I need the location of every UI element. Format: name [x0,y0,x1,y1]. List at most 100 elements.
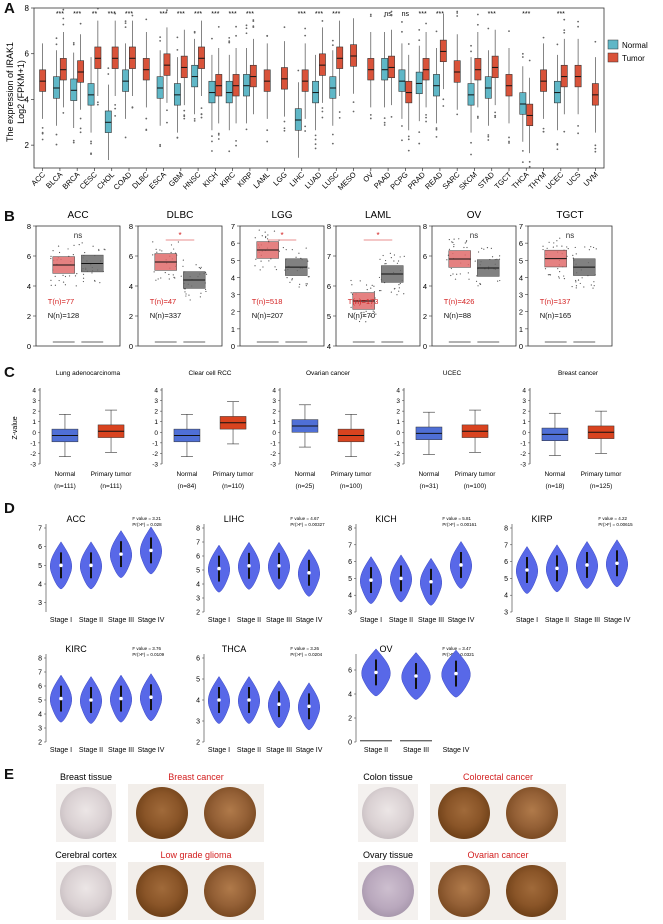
panel-c-ytick-label: 2 [396,409,400,416]
normal-point [199,267,202,270]
panel-b-ytick-label: 8 [327,222,331,231]
normal-point [394,287,396,290]
normal-box [381,58,389,81]
normal-outlier [72,41,75,44]
panel-d-median-dot [247,564,251,568]
panel-c-group-n: (n=111) [100,483,122,490]
normal-point [595,248,597,250]
panel-b-normal-n: N(n)=70 [348,311,375,320]
tumor-point [556,245,558,247]
tumor-point [372,310,374,312]
normal-point [479,283,482,286]
panel-b-ytick-label: 4 [27,282,31,291]
panel-b-ytick-label: 6 [423,252,427,261]
panel-a-xtick-label: UVM [582,170,600,188]
tumor-outlier [528,165,531,168]
tumor-outlier [352,101,355,104]
normal-box [294,108,302,131]
normal-point [98,248,100,251]
panel-d-median-dot [414,674,418,678]
normal-box [53,76,60,99]
panel-b-ytick-label: 6 [327,282,331,291]
normal-outlier [314,134,317,137]
tumor-outlier [114,115,117,117]
panel-d-stage-label: Stage III [574,617,600,624]
tumor-outlier [594,144,597,147]
panel-c-group-label: Normal [418,471,440,478]
panel-b-ytick-label: 0 [519,342,523,351]
normal-point [204,288,207,291]
panel-a-xtick-label: PRAD [406,170,428,192]
tumor-box [350,44,357,67]
tumor-outlier [494,114,497,117]
panel-b-significance: * [280,231,283,240]
panel-a-ytick-label: 8 [25,4,30,13]
panel-b-ytick-label: 8 [129,222,133,231]
tumor-point [558,277,560,279]
tumor-point [278,239,280,241]
tumor-point [361,311,363,314]
tumor-box [180,55,188,79]
panel-a-significance: *** [332,11,340,18]
tumor-outlier [456,15,459,17]
tumor-outlier [252,20,255,22]
normal-outlier [297,69,300,72]
tumor-point [355,318,358,320]
panel-d-median-dot [119,696,123,701]
panel-d-ytick-label: 6 [38,544,42,551]
tumor-point [259,269,261,271]
tumor-point [72,254,74,256]
panel-c-ytick-label: -1 [270,440,276,447]
panel-d-pvalue: Pr(>F) = 0.028 [132,522,162,527]
tumor-point [369,315,371,317]
tumor-point [467,272,469,274]
tumor-point [366,289,368,291]
tumor-outlier [217,132,220,135]
panel-a-significance: *** [125,11,133,18]
panel-d-stage-label: Stage IV [443,747,470,754]
tumor-outlier [321,107,324,109]
tumor-outlier [369,15,372,18]
panel-a-ytick-label: 2 [25,141,30,150]
panel-b-title: LAML [365,210,392,221]
normal-outlier [228,41,231,44]
tumor-point [453,246,455,248]
panel-d-median-dot [525,568,529,572]
tumor-outlier [321,116,324,119]
normal-point [299,283,301,285]
tumor-point [542,248,544,251]
panel-b-ytick-label: 7 [519,222,523,231]
tumor-outlier [594,147,597,150]
tumor-outlier [425,113,427,116]
normal-point [590,246,592,248]
normal-outlier [556,144,559,146]
panel-b-tumor-n: T(n)=47 [150,297,176,306]
panel-c-ytick-label: 4 [154,388,158,395]
normal-point [199,296,201,298]
panel-b-frame [431,225,517,347]
panel-e-cancer-core [506,787,558,839]
panel-c-ytick-label: 1 [522,419,526,426]
tumor-point [450,274,452,277]
tumor-outlier [321,110,324,113]
panel-d-ytick-label: 5 [196,568,200,575]
panel-b-tumor-n: T(n)=173 [348,297,379,306]
tumor-outlier [79,131,82,134]
normal-point [384,263,386,265]
normal-outlier [470,141,472,144]
panel-b-chart: ACC 0 2 4 6 8 ns T(n)=77 N(n)=128 DLBC 0 2 4 6 8 * T(n)=… [27,210,613,351]
panel-d-ytick-label: 8 [504,526,508,533]
tumor-point [168,278,170,280]
panel-c-chart: Z-value Lung adenocarcinoma 4 3 2 1 0 -1 -2 -3 No… [12,370,622,490]
tumor-point [264,236,267,239]
tumor-box [94,46,102,69]
tumor-outlier [542,127,545,130]
normal-point [390,291,392,293]
tumor-box [560,64,568,88]
tumor-outlier [183,114,186,117]
panel-d-stage-label: Stage III [418,617,444,624]
panel-c-group-n: (n=25) [295,483,314,490]
panel-d-stage-label: Stage III [266,617,292,624]
panel-d-title: KIRC [65,644,87,654]
panel-c-title: Ovarian cancer [306,370,351,377]
